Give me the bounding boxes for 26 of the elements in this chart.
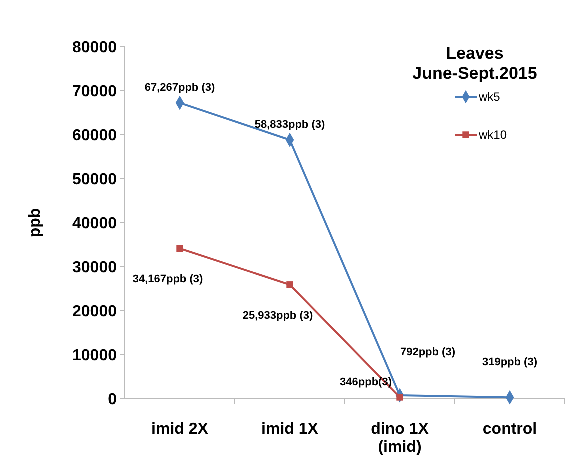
data-label: 58,833ppb (3) bbox=[254, 119, 326, 132]
x-tick-label: control bbox=[482, 421, 538, 438]
data-label: 34,167ppb (3) bbox=[132, 274, 204, 286]
text: June-Sept.2015 bbox=[412, 64, 538, 83]
y-tick-label: 80000 bbox=[72, 40, 118, 57]
point bbox=[286, 282, 294, 288]
y-tick-label: 0 bbox=[108, 392, 118, 409]
y-tick-label: 30000 bbox=[72, 260, 118, 277]
data-label: 67,267ppb (3) bbox=[144, 82, 216, 94]
legend-label: wk5 bbox=[478, 90, 501, 104]
y-tick-label: 20000 bbox=[72, 304, 118, 321]
data-label: 792ppb (3) bbox=[400, 346, 456, 359]
y-tick-label: 60000 bbox=[72, 128, 118, 145]
y-tick-label: 40000 bbox=[72, 216, 118, 233]
x-tick-label: imid 1X bbox=[262, 421, 319, 438]
y-tick-label: 10000 bbox=[72, 348, 118, 365]
y-tick-label: 70000 bbox=[72, 84, 118, 101]
data-label: 25,933ppb (3) bbox=[242, 310, 314, 322]
x-tick-label: imid 2X bbox=[152, 421, 209, 438]
x-tick-label: dino 1X (imid) bbox=[371, 421, 430, 456]
chart-title: Leaves bbox=[446, 44, 504, 63]
point bbox=[176, 245, 184, 252]
y-axis-title: ppb bbox=[27, 208, 44, 238]
data-label: 319ppb (3) bbox=[482, 356, 538, 369]
y-tick-label: 50000 bbox=[72, 172, 118, 189]
legend-label: wk10 bbox=[478, 128, 508, 142]
